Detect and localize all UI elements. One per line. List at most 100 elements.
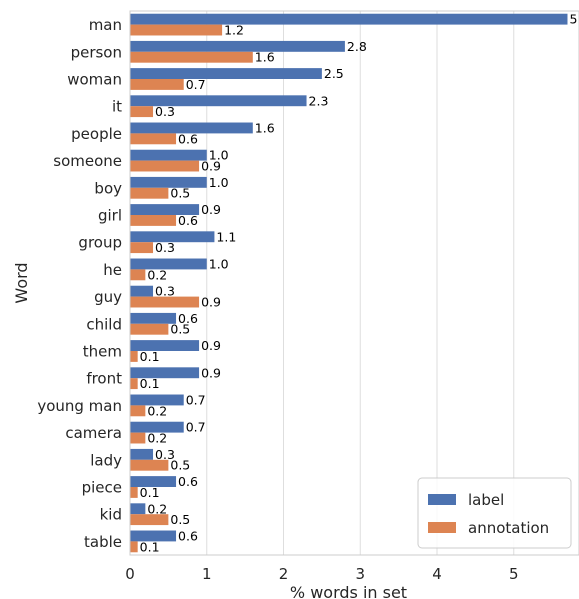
data-label-label: 1.6: [255, 120, 275, 135]
data-label-annotation: 0.5: [170, 512, 190, 527]
data-label-label: 0.6: [178, 474, 198, 489]
data-label-label: 1.0: [209, 148, 229, 163]
bar-label: [130, 40, 345, 52]
bar-annotation: [130, 51, 253, 63]
data-label-annotation: 0.2: [147, 267, 167, 282]
data-label-label: 0.9: [201, 365, 221, 380]
bar-label: [130, 176, 207, 188]
y-tick-label: people: [71, 125, 122, 143]
y-tick-label: boy: [94, 179, 122, 197]
bar-annotation: [130, 459, 169, 471]
bar-label: [130, 13, 568, 25]
bar-label: [130, 503, 146, 515]
bars: [130, 13, 568, 553]
data-label-label: 0.7: [186, 392, 206, 407]
y-tick-label: guy: [94, 288, 122, 306]
bar-label: [130, 122, 253, 134]
data-label-label: 1.0: [209, 175, 229, 190]
y-tick-labels: man person woman it people someone boy girl grou…: [37, 16, 122, 551]
bar-label: [130, 95, 307, 107]
x-tick-label: 0: [125, 565, 135, 583]
data-label-annotation: 1.2: [224, 23, 244, 38]
bar-label: [130, 285, 154, 297]
data-label-annotation: 1.6: [255, 50, 275, 65]
bar-label: [130, 149, 207, 161]
bar-label: [130, 530, 177, 542]
data-label-label: 0.6: [178, 311, 198, 326]
y-tick-label: front: [86, 370, 122, 388]
y-tick-label: person: [71, 43, 122, 61]
bar-label: [130, 367, 200, 379]
data-label-annotation: 0.5: [170, 458, 190, 473]
bar-annotation: [130, 541, 138, 553]
data-label-annotation: 0.7: [186, 77, 206, 92]
bar-annotation: [130, 269, 146, 281]
plot-frame: [129, 10, 579, 556]
bar-annotation: [130, 432, 146, 444]
bar-label: [130, 204, 200, 215]
y-tick-label: someone: [53, 152, 122, 170]
data-label-annotation: 0.1: [140, 376, 160, 391]
bar-label: [130, 68, 322, 79]
data-label-label: 2.5: [324, 66, 344, 81]
data-label-label: 0.7: [186, 420, 206, 435]
y-tick-label: child: [86, 315, 122, 333]
x-axis-title: % words in set: [290, 583, 407, 599]
y-tick-label: lady: [90, 451, 122, 469]
legend-swatch-annotation: [428, 522, 456, 533]
legend: label annotation: [417, 477, 572, 549]
bar-annotation: [130, 378, 138, 390]
y-tick-label: piece: [82, 479, 122, 497]
bar-annotation: [130, 487, 138, 498]
x-tick-labels: 0 1 2 3 4 5: [125, 565, 518, 583]
bar-annotation: [130, 215, 177, 226]
data-label-annotation: 0.9: [201, 295, 221, 310]
y-tick-label: man: [89, 16, 122, 34]
bar-annotation: [130, 79, 184, 90]
data-label-label: 1.0: [209, 256, 229, 271]
bar-annotation: [130, 187, 169, 199]
data-label-label: 0.2: [147, 501, 167, 516]
y-tick-label: young man: [37, 397, 122, 415]
data-label-annotation: 0.1: [140, 485, 160, 500]
y-tick-label: camera: [65, 424, 122, 442]
legend-swatch-label: [428, 494, 456, 505]
data-label-label: 2.3: [309, 93, 329, 108]
data-label-label: 0.9: [201, 338, 221, 353]
data-label-label: 1.1: [216, 229, 236, 244]
data-label-annotation: 0.6: [178, 213, 198, 228]
bar-label: [130, 448, 154, 460]
bar-annotation: [130, 106, 154, 118]
bar-label: [130, 258, 207, 270]
data-label-label: 0.9: [201, 202, 221, 217]
y-tick-label: he: [103, 261, 122, 279]
bar-label: [130, 476, 177, 487]
y-tick-label: woman: [67, 71, 122, 89]
data-label-label: 5.7: [569, 12, 579, 27]
legend-box: [417, 477, 572, 549]
bar-label: [130, 421, 184, 433]
legend-label-annotation: annotation: [468, 519, 549, 537]
bar-annotation: [130, 296, 200, 308]
x-tick-label: 3: [355, 565, 365, 583]
data-label-annotation: 0.3: [155, 240, 175, 255]
data-label-label: 0.6: [178, 528, 198, 543]
y-tick-label: table: [84, 533, 122, 551]
bar-label: [130, 312, 177, 324]
data-label-annotation: 0.2: [147, 403, 167, 418]
bar-annotation: [130, 24, 223, 36]
data-label-label: 0.3: [155, 284, 175, 299]
data-labels: 5.7 1.2 2.8 1.6 2.5 0.7 2.3 0.3 1.6 0.6 1.0 0.9 1.0 0…: [140, 12, 579, 555]
data-label-annotation: 0.3: [155, 104, 175, 119]
data-label-annotation: 0.1: [140, 539, 160, 554]
y-tick-label: girl: [98, 207, 122, 225]
bar-annotation: [130, 133, 177, 145]
y-tick-label: them: [83, 343, 122, 361]
x-tick-label: 5: [509, 565, 519, 583]
bar-label: [130, 340, 200, 351]
data-label-label: 2.8: [347, 39, 367, 54]
bar-annotation: [130, 160, 200, 172]
data-label-annotation: 0.1: [140, 349, 160, 364]
x-tick-label: 4: [432, 565, 442, 583]
bar-annotation: [130, 323, 169, 335]
